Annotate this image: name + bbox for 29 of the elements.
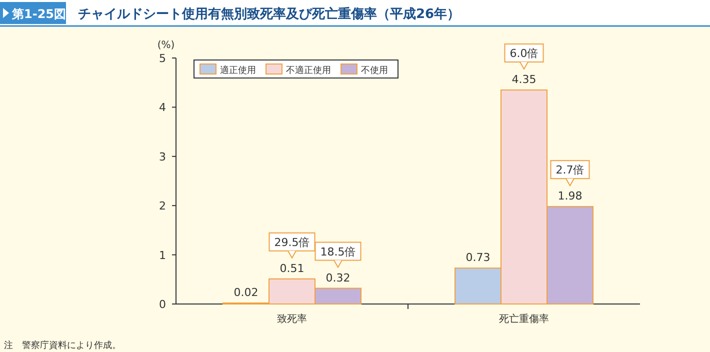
annotation: 6.0倍 — [510, 46, 538, 60]
y-tick-label: 1 — [159, 248, 166, 262]
y-axis-title: (%) — [157, 40, 175, 51]
y-tick-label: 0 — [159, 298, 166, 311]
y-tick-label: 5 — [159, 52, 166, 65]
chart-title: チャイルドシート使用有無別致死率及び死亡重傷率（平成26年） — [78, 6, 460, 22]
callout: 29.5倍 — [268, 232, 316, 259]
annotation: 2.7倍 — [556, 164, 584, 177]
y-tick-label: 3 — [159, 150, 166, 164]
x-tick-label: 死亡重傷率 — [499, 313, 549, 325]
legend-label: 適正使用 — [220, 65, 256, 76]
callout: 2.7倍 — [550, 160, 590, 187]
legend-label: 不使用 — [361, 65, 388, 76]
y-tick-label: 2 — [159, 200, 166, 213]
callout: 6.0倍 — [504, 43, 544, 70]
text: 注 警察庁資料により作成。 — [4, 340, 121, 351]
x-tick-label: 致死率 — [277, 313, 307, 325]
data-label: 0.02 — [234, 286, 258, 300]
data-label: 0.51 — [280, 262, 304, 275]
data-label: 4.35 — [512, 72, 536, 86]
annotation: 29.5倍 — [274, 236, 310, 249]
data-label: 1.98 — [558, 190, 582, 203]
data-label: 0.32 — [326, 271, 350, 284]
callout: 18.5倍 — [314, 242, 362, 268]
y-tick-label: 4 — [159, 101, 166, 114]
data-label: 0.73 — [466, 251, 490, 264]
annotation: 18.5倍 — [320, 245, 356, 258]
text: 第1-25図 — [11, 7, 66, 21]
legend-label: 不適正使用 — [286, 65, 331, 76]
